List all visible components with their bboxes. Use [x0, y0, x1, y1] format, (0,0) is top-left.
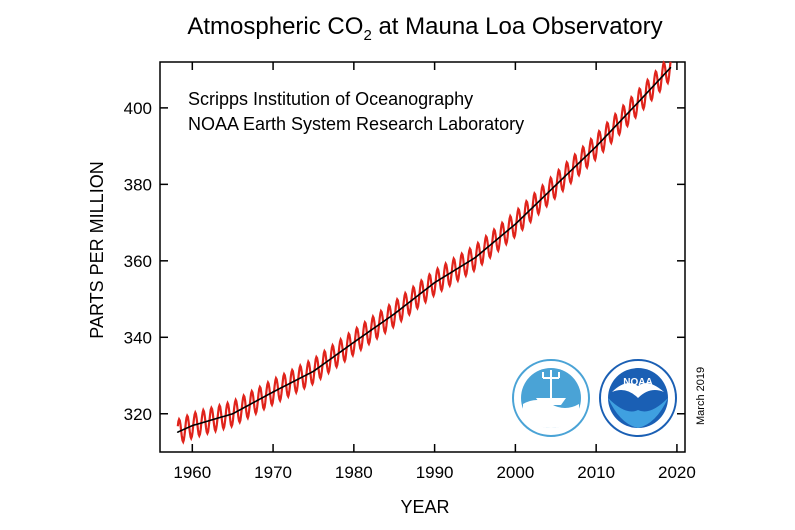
chart-title: Atmospheric CO2 at Mauna Loa Observatory — [187, 13, 662, 44]
x-tick-label: 1980 — [335, 463, 373, 482]
y-axis-label: PARTS PER MILLION — [87, 161, 107, 338]
trend-point — [312, 370, 315, 373]
trend-point — [272, 391, 274, 393]
scripps-logo — [512, 359, 590, 437]
trend-point — [635, 103, 638, 105]
trend-point — [474, 256, 476, 259]
data-series — [176, 60, 672, 445]
trend-point — [554, 184, 557, 186]
credit-scripps: Scripps Institution of Oceanography — [188, 89, 473, 109]
x-tick-label: 2010 — [577, 463, 615, 482]
x-tick-label: 2020 — [658, 463, 696, 482]
noaa-logo: NOAA — [599, 359, 677, 437]
monthly-co2-line — [176, 60, 672, 445]
y-tick-label: 320 — [124, 405, 152, 424]
x-axis-label: YEAR — [400, 497, 449, 517]
trend-point — [176, 431, 179, 433]
trend-point — [433, 281, 436, 284]
trend-point — [191, 424, 194, 427]
trend-point — [353, 341, 355, 344]
date-stamp: March 2019 — [695, 367, 707, 425]
y-tick-label: 400 — [124, 99, 152, 118]
y-tick-label: 380 — [124, 175, 152, 194]
trend-point — [595, 145, 597, 148]
y-tick-label: 340 — [124, 328, 152, 347]
trend-point — [669, 66, 672, 69]
x-tick-label: 1990 — [416, 463, 454, 482]
trend-point — [514, 223, 517, 225]
trend-point — [393, 313, 396, 315]
x-tick-label: 2000 — [496, 463, 534, 482]
x-tick-label: 1970 — [254, 463, 292, 482]
x-tick-label: 1960 — [173, 463, 211, 482]
credit-noaa: NOAA Earth System Research Laboratory — [188, 114, 524, 134]
x-ticks: 1960 1970 1980 1990 2000 2010 2020 — [173, 62, 696, 482]
plot-frame — [159, 61, 686, 453]
trend-co2-line — [177, 67, 672, 433]
y-ticks: 320 340 360 380 400 — [124, 99, 685, 424]
trend-point — [231, 412, 234, 415]
svg-text:NOAA: NOAA — [623, 377, 652, 388]
y-tick-label: 360 — [124, 252, 152, 271]
